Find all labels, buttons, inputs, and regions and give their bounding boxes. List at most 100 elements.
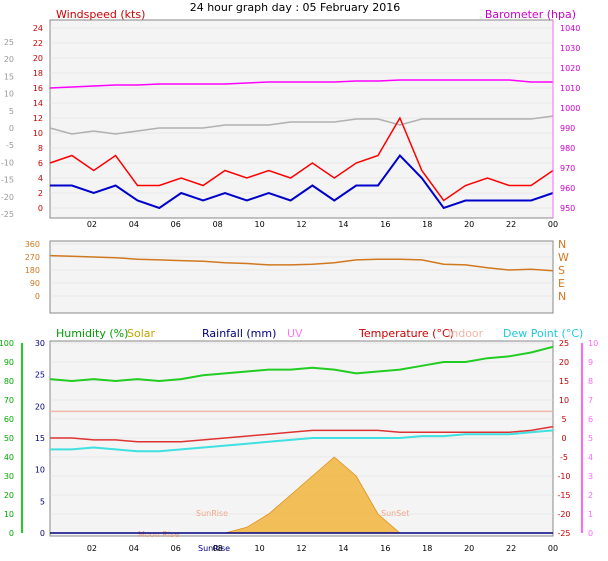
baro-tick: 970 [560, 164, 575, 173]
humidity-tick: 10 [4, 510, 14, 519]
humidity-tick: 90 [4, 358, 14, 367]
x-tick-env: 08 [213, 544, 223, 553]
x-tick-wind: 16 [380, 220, 390, 229]
rain-tick: 5 [40, 497, 45, 506]
wind-tick: 4 [38, 174, 43, 183]
moonrise-annotation: Moon Rise [138, 530, 179, 539]
uv-tick: 4 [588, 453, 593, 462]
sunrise-annotation: SunRise [196, 509, 228, 518]
humidity-tick: 80 [4, 377, 14, 386]
wind-tick: 12 [33, 114, 43, 123]
uv-tick: 6 [588, 415, 593, 424]
wind-tick: 20 [33, 54, 43, 63]
x-tick-env: 00 [548, 544, 558, 553]
uv-tick: 8 [588, 377, 593, 386]
x-tick-env: 18 [422, 544, 432, 553]
chart-title: 24 hour graph day : 05 February 2016 [190, 1, 401, 14]
rain-tick: 30 [35, 339, 45, 348]
x-tick-wind: 02 [87, 220, 97, 229]
temp-tick: 15 [559, 377, 569, 386]
series-grey [49, 115, 554, 135]
series-humidity [49, 345, 554, 383]
compass-tick: N [558, 290, 566, 303]
baro-tick: 1030 [560, 44, 580, 53]
grey-tick: 5 [9, 107, 14, 116]
humidity-tick: 20 [4, 491, 14, 500]
rainfall-label: Rainfall (mm) [202, 327, 276, 340]
humidity-tick: 100 [0, 339, 14, 348]
wind-tick: 18 [33, 69, 43, 78]
x-tick-env: 06 [171, 544, 181, 553]
x-tick-env: 10 [254, 544, 264, 553]
uv-label: UV [287, 327, 303, 340]
x-tick-env: 14 [338, 544, 348, 553]
x-tick-wind: 00 [548, 220, 558, 229]
x-tick-wind: 04 [129, 220, 139, 229]
direction-panel [49, 240, 554, 314]
solar-label: Solar [127, 327, 156, 340]
x-tick-wind: 08 [213, 220, 223, 229]
uv-tick: 2 [588, 491, 593, 500]
humidity-tick: 30 [4, 472, 14, 481]
baro-tick: 960 [560, 184, 575, 193]
grey-tick: 0 [9, 124, 14, 133]
x-tick-env: 12 [296, 544, 306, 553]
direction-tick: 90 [30, 279, 40, 288]
uv-tick: 9 [588, 358, 593, 367]
grey-tick: -25 [1, 210, 14, 219]
series-baro [49, 79, 553, 89]
grey-tick: -20 [1, 193, 14, 202]
humidity-tick: 60 [4, 415, 14, 424]
sunset-annotation: SunSet [381, 509, 409, 518]
grey-tick: 10 [4, 90, 14, 99]
baro-tick: 980 [560, 144, 575, 153]
temp-tick: 25 [559, 339, 569, 348]
temp-tick: -15 [557, 491, 570, 500]
uv-tick: 7 [588, 396, 593, 405]
compass-tick: S [558, 264, 565, 277]
temp-tick: -5 [560, 453, 568, 462]
x-tick-env: 16 [380, 544, 390, 553]
compass-tick: E [558, 277, 565, 290]
x-tick-wind: 10 [254, 220, 264, 229]
x-tick-env: 02 [87, 544, 97, 553]
humidity-tick: 70 [4, 396, 14, 405]
baro-tick: 1020 [560, 64, 580, 73]
series-wind_avg [50, 153, 554, 210]
baro-tick: 1010 [560, 84, 580, 93]
x-tick-env: 22 [506, 544, 516, 553]
direction-tick: 0 [35, 292, 40, 301]
dewpoint-label: Dew Point (°C) [503, 327, 583, 340]
x-tick-wind: 12 [296, 220, 306, 229]
temp-tick: 20 [559, 358, 569, 367]
wind-tick: 24 [33, 24, 43, 33]
temp-tick: -20 [557, 510, 570, 519]
indoor-label: Indoor [448, 327, 484, 340]
uv-tick: 1 [588, 510, 593, 519]
temp-tick: 0 [561, 434, 566, 443]
grey-tick: -10 [1, 158, 14, 167]
grey-tick: 25 [4, 38, 14, 47]
grey-tick: -5 [6, 141, 14, 150]
grey-tick: 20 [4, 55, 14, 64]
direction-tick: 180 [25, 266, 40, 275]
series-dewpoint [50, 429, 554, 453]
uv-tick: 5 [588, 434, 593, 443]
rain-tick: 15 [35, 434, 45, 443]
x-tick-wind: 22 [506, 220, 516, 229]
direction-tick: 270 [25, 253, 40, 262]
temp-tick: 5 [561, 415, 566, 424]
wind-tick: 16 [33, 84, 43, 93]
temp-tick: -25 [557, 529, 570, 538]
uv-tick: 0 [588, 529, 593, 538]
baro-tick: 950 [560, 204, 575, 213]
x-tick-wind: 14 [338, 220, 348, 229]
uv-tick: 3 [588, 472, 593, 481]
series-wind_gust [49, 116, 554, 202]
wind-tick: 6 [38, 159, 43, 168]
x-tick-env: 20 [464, 544, 474, 553]
rain-tick: 25 [35, 371, 45, 380]
wind-tick: 14 [33, 99, 43, 108]
